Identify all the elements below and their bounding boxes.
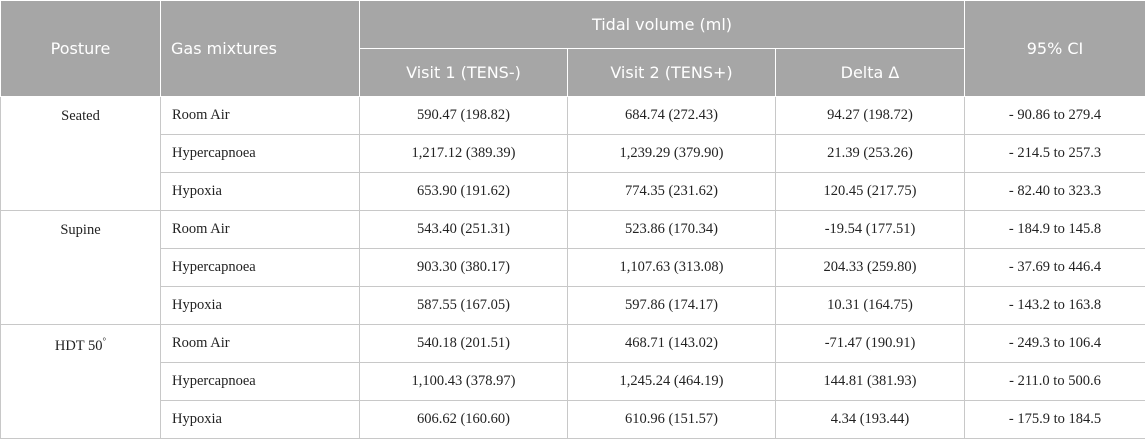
degree-mark: ° bbox=[102, 336, 107, 346]
table-row: Hypoxia 587.55 (167.05) 597.86 (174.17) … bbox=[1, 286, 1145, 325]
gas-cell: Hypoxia bbox=[160, 400, 360, 439]
gas-cell: Hypercapnoea bbox=[160, 362, 360, 401]
header-visit1: Visit 1 (TENS-) bbox=[359, 48, 568, 97]
visit2-cell: 684.74 (272.43) bbox=[567, 96, 776, 135]
ci-cell: - 37.69 to 446.4 bbox=[964, 248, 1145, 287]
delta-cell: 144.81 (381.93) bbox=[775, 362, 965, 401]
delta-cell: 204.33 (259.80) bbox=[775, 248, 965, 287]
ci-cell: - 214.5 to 257.3 bbox=[964, 134, 1145, 173]
visit2-cell: 1,239.29 (379.90) bbox=[567, 134, 776, 173]
ci-cell: - 211.0 to 500.6 bbox=[964, 362, 1145, 401]
table-row: Hypoxia 606.62 (160.60) 610.96 (151.57) … bbox=[1, 400, 1145, 439]
header-visit2: Visit 2 (TENS+) bbox=[567, 48, 776, 97]
visit1-cell: 903.30 (380.17) bbox=[359, 248, 568, 287]
gas-cell: Hypercapnoea bbox=[160, 248, 360, 287]
table-row: Hypercapnoea 1,217.12 (389.39) 1,239.29 … bbox=[1, 134, 1145, 173]
delta-cell: 21.39 (253.26) bbox=[775, 134, 965, 173]
visit1-cell: 590.47 (198.82) bbox=[359, 96, 568, 135]
visit1-cell: 543.40 (251.31) bbox=[359, 210, 568, 249]
delta-cell: 120.45 (217.75) bbox=[775, 172, 965, 211]
table-row: Hypercapnoea 903.30 (380.17) 1,107.63 (3… bbox=[1, 248, 1145, 287]
delta-cell: 4.34 (193.44) bbox=[775, 400, 965, 439]
visit2-cell: 597.86 (174.17) bbox=[567, 286, 776, 325]
gas-cell: Room Air bbox=[160, 210, 360, 249]
ci-cell: - 175.9 to 184.5 bbox=[964, 400, 1145, 439]
visit2-cell: 468.71 (143.02) bbox=[567, 324, 776, 363]
gas-cell: Room Air bbox=[160, 96, 360, 135]
posture-cell: Seated bbox=[0, 96, 161, 211]
ci-cell: - 90.86 to 279.4 bbox=[964, 96, 1145, 135]
delta-cell: -71.47 (190.91) bbox=[775, 324, 965, 363]
gas-cell: Room Air bbox=[160, 324, 360, 363]
visit1-cell: 606.62 (160.60) bbox=[359, 400, 568, 439]
header-delta: Delta Δ bbox=[775, 48, 965, 97]
visit1-cell: 540.18 (201.51) bbox=[359, 324, 568, 363]
visit1-cell: 587.55 (167.05) bbox=[359, 286, 568, 325]
delta-cell: 10.31 (164.75) bbox=[775, 286, 965, 325]
gas-cell: Hypoxia bbox=[160, 172, 360, 211]
posture-cell: HDT 50° bbox=[0, 324, 161, 439]
header-gas-mixtures: Gas mixtures bbox=[160, 0, 360, 97]
header-tidal-volume: Tidal volume (ml) bbox=[359, 0, 965, 49]
visit1-cell: 1,217.12 (389.39) bbox=[359, 134, 568, 173]
visit2-cell: 523.86 (170.34) bbox=[567, 210, 776, 249]
delta-cell: -19.54 (177.51) bbox=[775, 210, 965, 249]
table-row: Hypercapnoea 1,100.43 (378.97) 1,245.24 … bbox=[1, 362, 1145, 401]
ci-cell: - 249.3 to 106.4 bbox=[964, 324, 1145, 363]
header-posture: Posture bbox=[0, 0, 161, 97]
ci-cell: - 82.40 to 323.3 bbox=[964, 172, 1145, 211]
posture-cell: Supine bbox=[0, 210, 161, 325]
visit1-cell: 653.90 (191.62) bbox=[359, 172, 568, 211]
table-row: HDT 50° Room Air 540.18 (201.51) 468.71 … bbox=[0, 324, 1145, 439]
gas-cell: Hypercapnoea bbox=[160, 134, 360, 173]
posture-label: HDT 50 bbox=[54, 337, 103, 354]
header-95ci: 95% CI bbox=[964, 0, 1145, 97]
table-row: Hypoxia 653.90 (191.62) 774.35 (231.62) … bbox=[1, 172, 1145, 211]
visit1-cell: 1,100.43 (378.97) bbox=[359, 362, 568, 401]
ci-cell: - 143.2 to 163.8 bbox=[964, 286, 1145, 325]
ci-cell: - 184.9 to 145.8 bbox=[964, 210, 1145, 249]
visit2-cell: 610.96 (151.57) bbox=[567, 400, 776, 439]
table-row: Seated Room Air 590.47 (198.82) 684.74 (… bbox=[0, 96, 1145, 211]
visit2-cell: 1,107.63 (313.08) bbox=[567, 248, 776, 287]
visit2-cell: 1,245.24 (464.19) bbox=[567, 362, 776, 401]
gas-cell: Hypoxia bbox=[160, 286, 360, 325]
delta-cell: 94.27 (198.72) bbox=[775, 96, 965, 135]
visit2-cell: 774.35 (231.62) bbox=[567, 172, 776, 211]
table-row: Supine Room Air 543.40 (251.31) 523.86 (… bbox=[0, 210, 1145, 325]
